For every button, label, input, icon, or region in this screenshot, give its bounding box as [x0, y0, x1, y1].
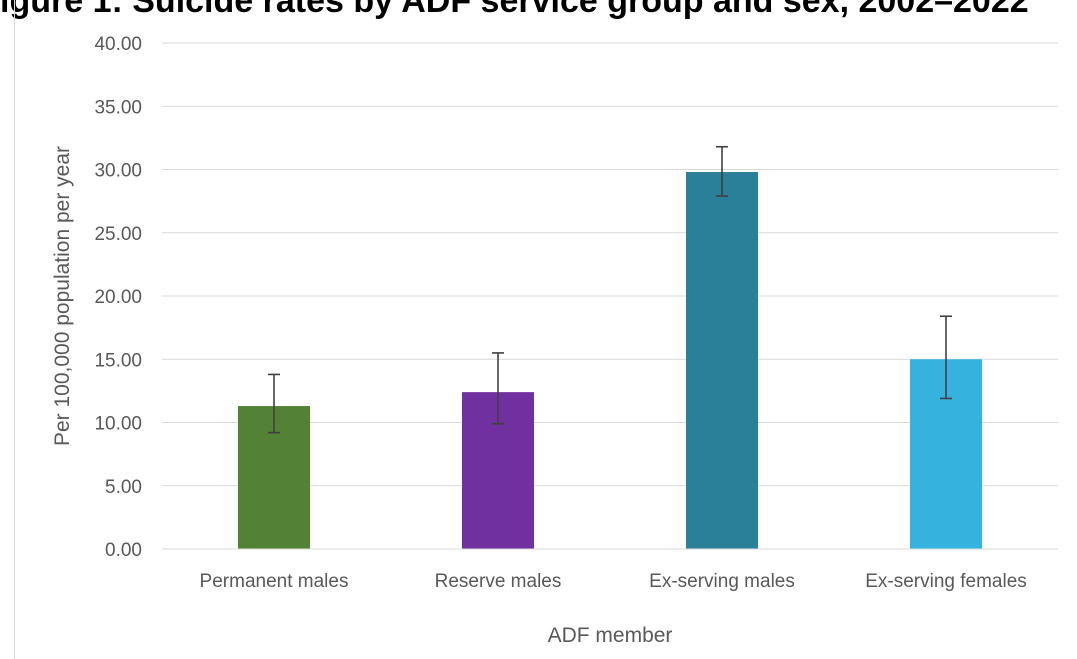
y-tick-label: 40.00	[94, 34, 142, 55]
y-tick-label: 30.00	[94, 161, 142, 182]
error-bar	[940, 315, 952, 400]
x-tick-label: Ex-serving males	[649, 571, 795, 592]
x-tick-label: Ex-serving females	[865, 571, 1027, 592]
y-tick-label: 35.00	[94, 97, 142, 118]
y-axis-label: Per 100,000 population per year	[51, 146, 74, 446]
bar-ex-serving-males	[686, 172, 758, 549]
chart-frame	[14, 0, 1075, 659]
y-tick-label: 0.00	[105, 540, 142, 561]
y-axis-ticks: 0.00 5.00 10.00 15.00 20.00 25.00 30.00 35.00 40…	[94, 34, 142, 561]
error-bars	[268, 145, 952, 434]
x-axis-label: ADF member	[548, 624, 673, 647]
x-axis-ticks: Permanent males Reserve males Ex-serving m…	[200, 571, 1027, 592]
y-tick-label: 10.00	[94, 414, 142, 435]
error-bar	[716, 145, 728, 197]
bars	[238, 172, 982, 549]
y-tick-label: 20.00	[94, 287, 142, 308]
x-tick-label: Permanent males	[200, 571, 349, 592]
gridlines	[162, 42, 1058, 487]
error-bar	[268, 373, 280, 434]
chart-title: igure 1: Suicide rates by ADF service gr…	[0, 0, 1029, 20]
x-tick-label: Reserve males	[435, 571, 562, 592]
y-tick-label: 25.00	[94, 224, 142, 245]
error-bar	[492, 352, 504, 425]
y-tick-label: 15.00	[94, 350, 142, 371]
y-tick-label: 5.00	[105, 477, 142, 498]
